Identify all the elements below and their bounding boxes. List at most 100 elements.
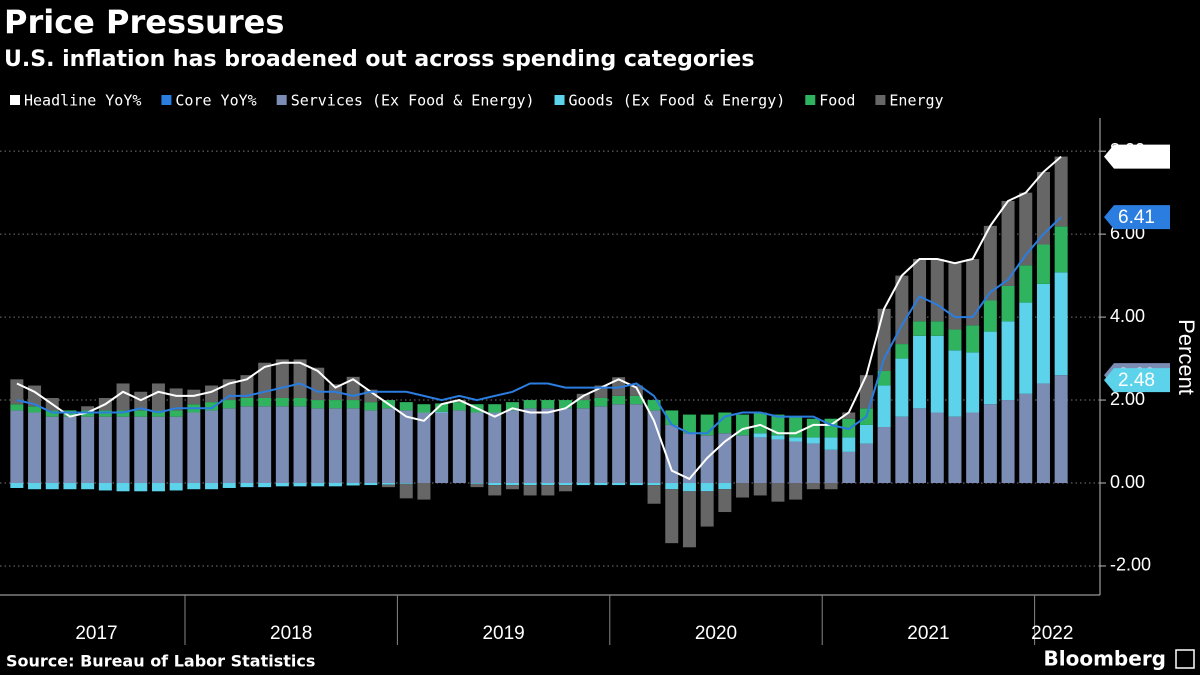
bar [1001,285,1015,322]
bar [594,483,608,486]
bar [789,441,803,484]
x-tick-label: 2022 [1031,623,1073,644]
y-tick-label: 0.00 [1110,472,1145,492]
y-tick-label: -2.00 [1110,555,1151,575]
bar [116,416,130,484]
bar [682,491,696,548]
bar [682,433,696,484]
bar [222,400,236,409]
bar [771,483,785,502]
bar [151,410,165,417]
bar [665,424,679,484]
bar [647,400,661,411]
bar [382,483,396,485]
bar [948,329,962,351]
bar [700,483,714,492]
bar [913,321,927,336]
bar [913,408,927,484]
bar [399,483,413,484]
bar [824,449,838,484]
bar [222,408,236,484]
bar [10,404,24,411]
bar [559,400,573,409]
brand-icon [1175,649,1195,669]
bar [983,404,997,484]
bar [258,406,272,484]
line [16,155,1062,481]
bar [930,412,944,484]
bar [877,385,891,428]
bar [842,437,856,452]
bar [736,414,750,436]
bar [417,412,431,484]
bar [258,483,272,488]
x-tick-label: 2021 [907,623,949,644]
bar [116,383,130,411]
bar [842,451,856,484]
legend-swatch [875,95,886,105]
line [16,216,1062,435]
x-tick-label: 2019 [482,623,524,644]
bar [859,443,873,484]
bar [629,395,643,405]
bar [169,483,183,491]
bar [382,408,396,484]
bar [134,410,148,417]
bar [771,414,785,436]
bar [665,489,679,544]
bar [293,397,307,407]
bar [187,483,201,490]
bar [399,483,413,499]
bar [559,485,573,492]
bar [1001,200,1015,286]
bar [328,408,342,484]
bar [966,352,980,413]
bar [240,397,254,407]
bar [983,300,997,332]
bar [594,397,608,407]
bar [612,395,626,405]
bar [629,483,643,486]
legend-label: Headline YoY% [24,92,141,110]
bar [559,483,573,486]
bar [541,400,555,409]
bar [275,397,289,407]
bar [435,411,449,413]
legend-label: Core YoY% [175,92,256,110]
bar [169,416,183,484]
bar [930,321,944,336]
bar [718,489,732,513]
bar [612,483,626,486]
bar [806,443,820,484]
bar [435,403,449,412]
bar [134,416,148,484]
bar [488,483,502,486]
bar [364,402,378,411]
bar [966,412,980,484]
bar [718,412,732,434]
bar [913,259,927,322]
bar [151,483,165,492]
bar [417,404,431,413]
bar [576,400,590,409]
bar [895,416,909,484]
end-label: 6.41 [1118,207,1155,228]
bar [824,483,838,490]
bar [81,416,95,484]
bar [948,263,962,330]
bar [151,416,165,484]
bar [98,416,112,484]
bar [435,412,449,484]
y-tick-label: 2.00 [1110,389,1145,409]
bar [364,410,378,484]
legend-label: Services (Ex Food & Energy) [291,92,535,110]
bar [28,483,42,490]
y-tick-label: 4.00 [1110,306,1145,326]
bar [417,483,431,500]
bar [1036,244,1050,284]
end-label-tag [1104,205,1170,230]
bar [559,408,573,484]
bar [576,483,590,486]
bar [594,406,608,484]
bar [81,406,95,411]
